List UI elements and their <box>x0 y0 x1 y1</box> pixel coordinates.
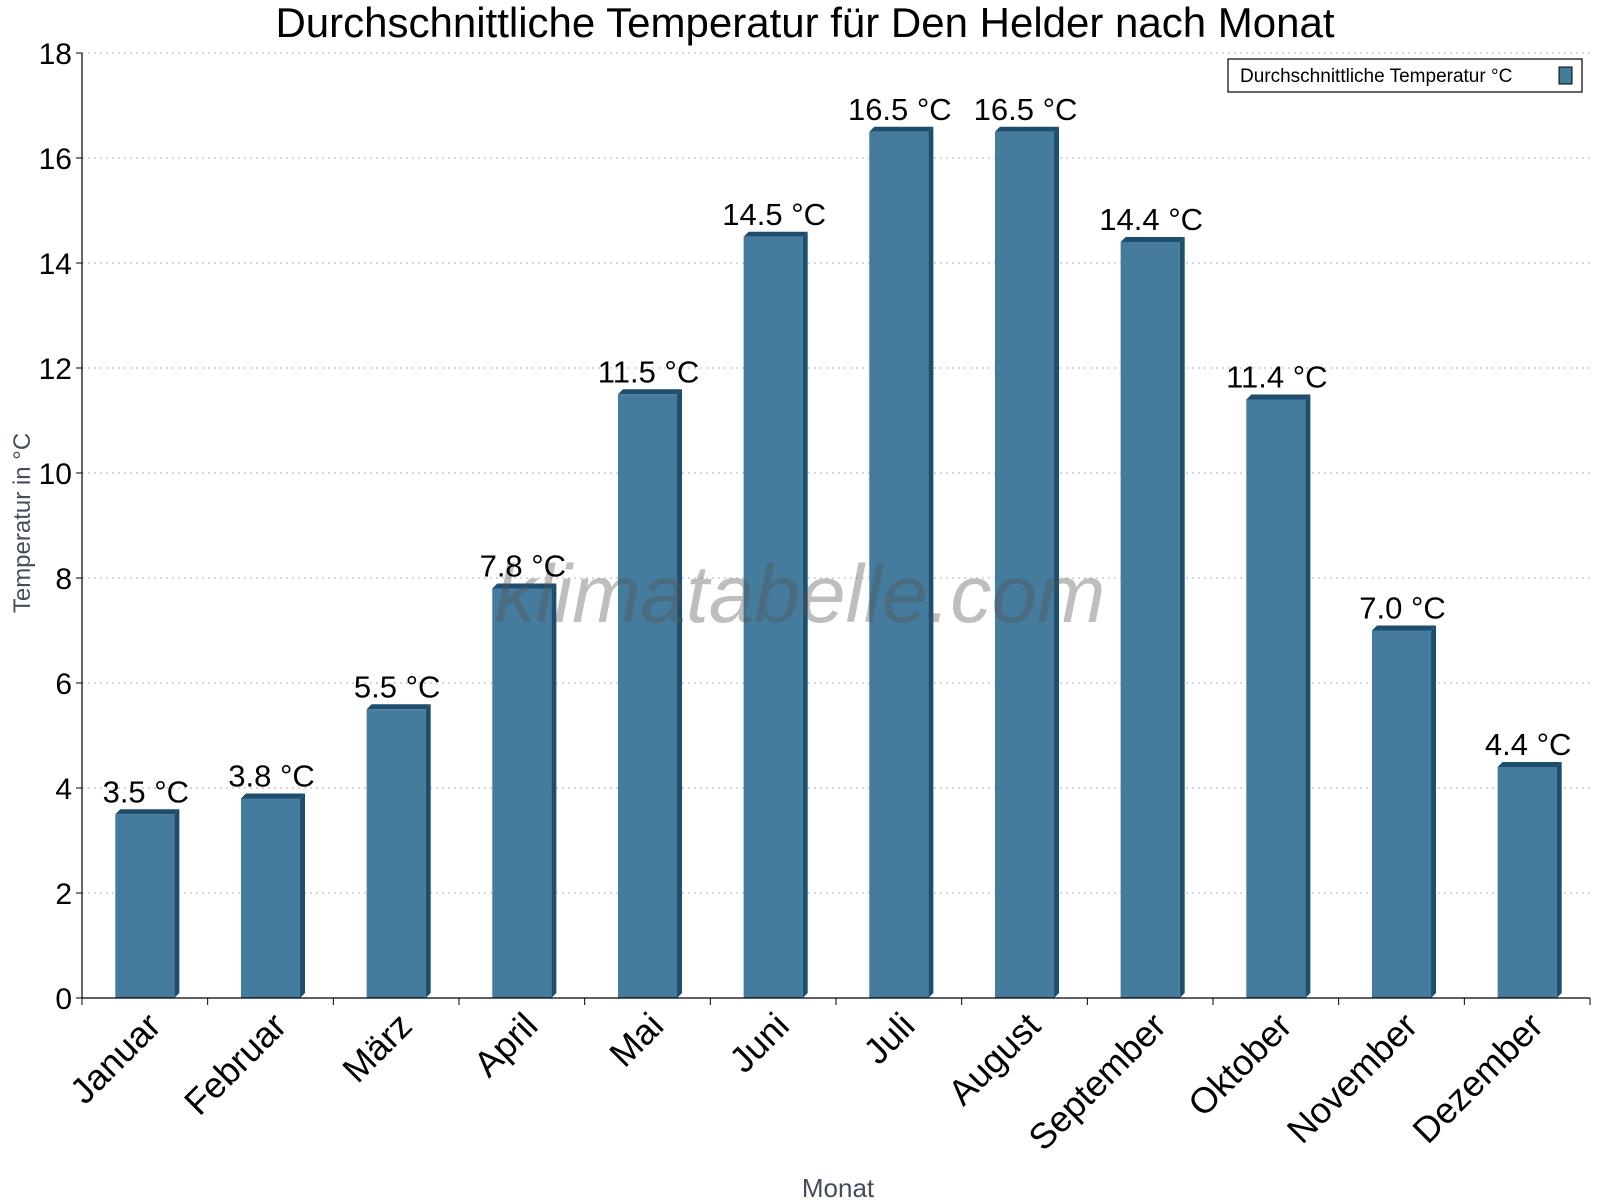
bar-front <box>492 588 552 998</box>
bar-top <box>115 809 180 815</box>
data-label: 11.5 °C <box>598 354 699 389</box>
y-tick-label: 12 <box>39 353 72 386</box>
data-label: 16.5 °C <box>974 92 1078 127</box>
watermark: klimatabelle.com <box>495 549 1106 640</box>
bar <box>115 809 180 998</box>
bar <box>240 793 306 998</box>
bar-front <box>1371 630 1432 998</box>
y-tick-label: 14 <box>39 248 72 281</box>
bar-front <box>1497 767 1557 998</box>
y-tick-label: 4 <box>55 773 72 806</box>
bar-top <box>869 126 934 132</box>
bars-layer <box>115 126 1562 998</box>
x-tick-label: Juli <box>855 1005 922 1072</box>
bar <box>366 704 431 998</box>
bar-side <box>1054 126 1060 998</box>
bar-top <box>617 389 683 395</box>
data-label: 3.8 °C <box>228 759 315 794</box>
y-tick-label: 0 <box>55 983 72 1016</box>
bar-top <box>1120 237 1185 242</box>
legend: Durchschnittliche Temperatur °C <box>1227 58 1583 93</box>
data-label: 7.0 °C <box>1359 591 1446 626</box>
bar-front <box>743 236 803 998</box>
bar-side <box>551 583 557 998</box>
bar-front <box>366 709 426 998</box>
y-tick-label: 8 <box>55 563 72 596</box>
x-tick-label: Dezember <box>1404 1005 1550 1151</box>
bar-front <box>115 814 175 998</box>
data-label: 7.8 °C <box>480 549 567 584</box>
data-label: 5.5 °C <box>354 669 441 704</box>
x-tick-label: April <box>466 1005 546 1085</box>
x-tick-label: August <box>940 1005 1048 1113</box>
bar <box>1120 237 1185 998</box>
bar <box>869 126 934 998</box>
x-tick-label: Juni <box>721 1005 797 1081</box>
chart-title: Durchschnittliche Temperatur für Den Hel… <box>275 0 1334 46</box>
bar-front <box>869 131 929 998</box>
x-tick-label: Mai <box>601 1005 671 1075</box>
bar-front <box>1246 399 1306 998</box>
bar <box>617 389 683 998</box>
data-label: 4.4 °C <box>1485 727 1572 762</box>
bar-side <box>300 793 306 998</box>
bar-side <box>174 809 180 998</box>
bar-side <box>928 126 934 998</box>
x-axis-title: Monat <box>802 1173 875 1200</box>
bar <box>994 126 1060 998</box>
x-tick-label: Oktober <box>1180 1005 1300 1125</box>
bar-side <box>802 231 808 998</box>
bar-side <box>1431 625 1437 998</box>
bar-side <box>677 389 683 998</box>
y-tick-label: 18 <box>39 38 72 71</box>
bar-top <box>1371 625 1437 631</box>
bar <box>1246 394 1311 998</box>
bar <box>1371 625 1437 998</box>
bar <box>492 583 557 998</box>
bar <box>743 231 808 998</box>
bar-top <box>994 126 1060 132</box>
bar-front <box>240 798 301 998</box>
bar-top <box>1497 762 1562 767</box>
bar-front <box>617 394 678 998</box>
bar-front <box>994 131 1055 998</box>
bar-top <box>1246 394 1311 400</box>
data-label: 3.5 °C <box>103 774 190 809</box>
bar-side <box>1556 762 1562 998</box>
legend-swatch <box>1558 66 1573 85</box>
legend-label: Durchschnittliche Temperatur °C <box>1240 66 1512 87</box>
data-labels-layer: 3.5 °C 3.8 °C 5.5 °C 7.8 °C 11.5 °C 14.5 °C 16… <box>103 92 1572 810</box>
y-axis-title: Temperatur in °C <box>9 433 36 613</box>
x-tick-label: November <box>1279 1005 1425 1151</box>
data-label: 14.4 °C <box>1099 202 1203 237</box>
bar-side <box>1179 237 1185 998</box>
y-tick-label: 2 <box>55 878 72 911</box>
data-label: 11.4 °C <box>1226 360 1327 395</box>
data-label: 16.5 °C <box>848 92 952 127</box>
x-tick-label: Januar <box>62 1005 169 1112</box>
x-tick-label: Februar <box>176 1005 294 1123</box>
bar-top <box>492 583 557 589</box>
bar-side <box>425 704 431 998</box>
legend-box <box>1227 58 1583 93</box>
x-tick-label: September <box>1020 1005 1174 1159</box>
y-tick-label: 10 <box>39 458 72 491</box>
bar-side <box>1305 394 1311 998</box>
data-label: 14.5 °C <box>722 197 826 232</box>
y-tick-label: 6 <box>55 668 72 701</box>
bar <box>1497 762 1562 998</box>
bar-top <box>366 704 431 710</box>
bar-top <box>743 231 808 237</box>
bar-front <box>1120 242 1180 998</box>
y-tick-label: 16 <box>39 143 72 176</box>
x-tick-label: März <box>334 1005 420 1091</box>
bar-top <box>240 793 306 799</box>
